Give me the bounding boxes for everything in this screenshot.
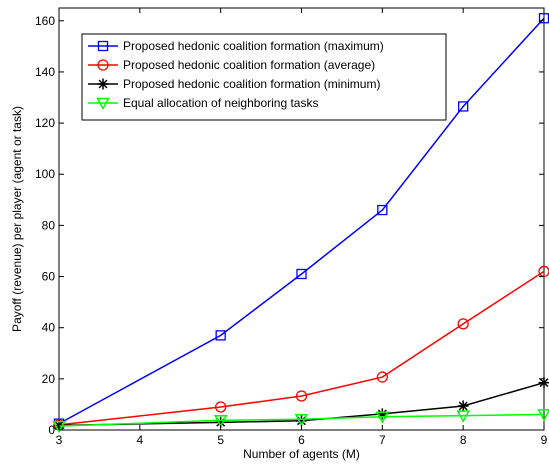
data-point-3-5 [537,409,549,422]
data-point-3-4 [456,410,470,423]
data-point-0-3 [377,204,388,216]
data-point-1-2 [295,390,308,402]
legend-marker [97,40,109,52]
legend-label: Proposed hedonic coalition formation (ma… [123,39,384,53]
legend-box [81,33,447,121]
ticks-layer: 3 4 5 6 7 8 9 0 20 40 60 80 100 120 140 160 [35,8,548,447]
series-line-0 [58,17,545,425]
legend-marker [97,59,109,71]
legend-label: Proposed hedonic coalition formation (av… [123,58,375,72]
series-line-1 [58,270,545,426]
y-tick-label: 0 [48,423,55,437]
x-tick-label: 4 [136,433,143,447]
data-point-2-4 [457,400,469,412]
x-tick-label: 8 [460,433,467,447]
x-tick-label: 7 [379,433,386,447]
y-tick-label: 60 [42,270,56,284]
y-tick-label: 80 [42,218,56,232]
data-point-3-2 [294,414,309,427]
legend: Proposed hedonic coalition formation (ma… [81,33,447,121]
data-point-3-1 [213,415,228,428]
legend-entry: Proposed hedonic coalition formation (av… [88,58,375,72]
x-tick-label: 9 [541,433,548,447]
y-tick-label: 100 [35,167,55,181]
x-axis-label: Number of agents (M) [243,447,360,461]
legend-entry: Equal allocation of neighboring tasks [88,96,318,111]
x-tick-label: 5 [217,433,224,447]
legend-marker [96,97,110,111]
y-tick-label: 160 [35,14,55,28]
y-tick-label: 40 [42,321,56,335]
legend-entry: Proposed hedonic coalition formation (ma… [88,39,384,53]
data-point-3-0 [52,420,66,434]
x-tick-label: 3 [56,433,63,447]
y-tick-label: 120 [35,116,55,130]
legend-marker [97,78,109,90]
data-point-0-4 [458,101,469,112]
data-point-0-2 [296,268,307,280]
legend-entry: Proposed hedonic coalition formation (mi… [88,77,380,91]
data-point-1-4 [457,318,469,330]
y-tick-label: 20 [42,372,56,386]
y-axis-label: Payoff (revenue) per player (agent or ta… [10,106,24,332]
data-point-3-3 [375,411,390,424]
data-point-1-3 [376,371,388,383]
data-point-1-1 [215,401,227,413]
y-tick-label: 140 [35,65,55,79]
x-tick-label: 6 [298,433,305,447]
data-point-0-1 [215,330,226,341]
series-line-3 [58,413,545,427]
legend-label: Equal allocation of neighboring tasks [123,96,318,110]
legend-label: Proposed hedonic coalition formation (mi… [123,77,380,91]
data-point-2-2 [296,415,307,427]
